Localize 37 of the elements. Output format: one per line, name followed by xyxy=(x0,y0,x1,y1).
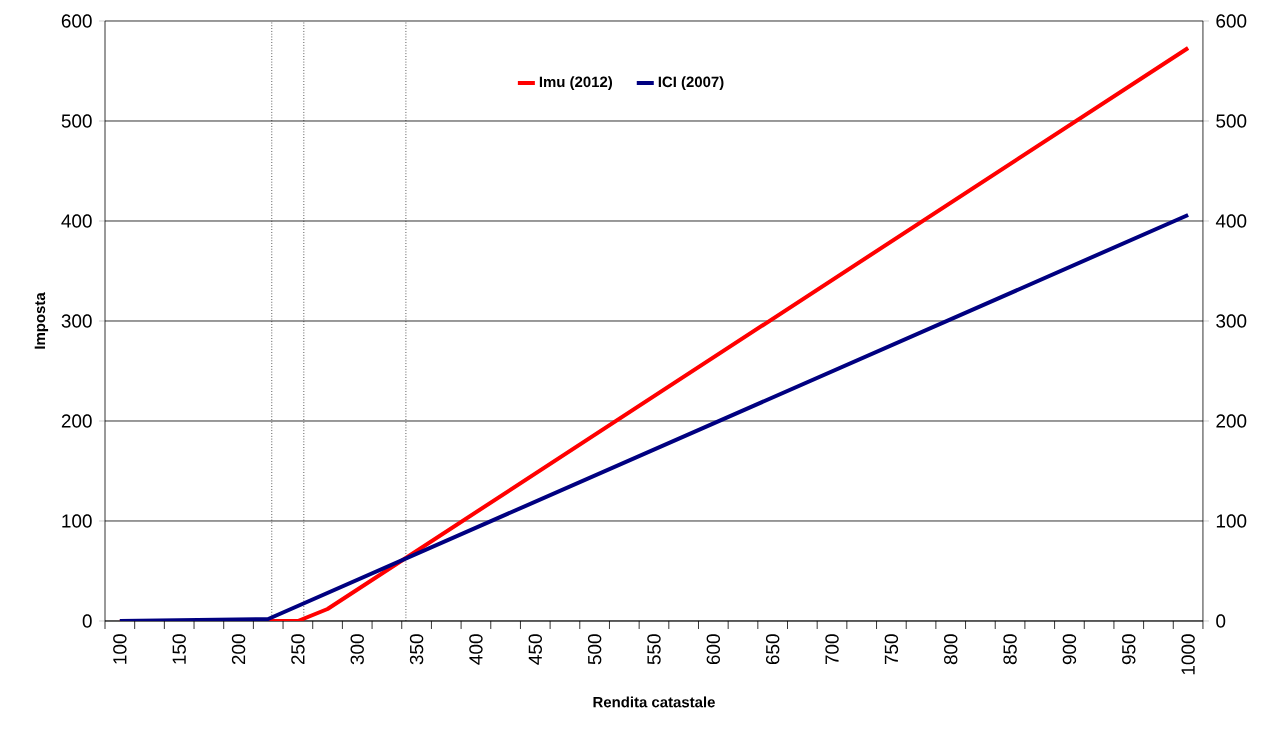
x-tick-label: 400 xyxy=(469,634,483,665)
x-tick-label: 350 xyxy=(409,634,424,665)
y-tick-label: 600 xyxy=(61,14,92,28)
legend-label: Imu (2012) xyxy=(539,76,613,91)
y2-tick-label: 100 xyxy=(1216,514,1247,528)
x-tick-label: 250 xyxy=(291,634,305,665)
x-tick-label: 700 xyxy=(825,634,839,665)
x-tick-label: 150 xyxy=(172,634,186,664)
y-tick-label: 100 xyxy=(62,514,92,528)
x-tick-label: 100 xyxy=(113,634,127,664)
y2-tick-label: 500 xyxy=(1216,114,1247,128)
legend-label: ICI (2007) xyxy=(658,76,724,91)
x-tick-label: 450 xyxy=(528,634,542,665)
x-tick-label: 650 xyxy=(765,634,780,665)
y2-tick-label: 300 xyxy=(1216,314,1247,328)
x-tick-label: 1000 xyxy=(1181,634,1195,675)
y-tick-label: 200 xyxy=(61,414,92,428)
y-tick-label: 300 xyxy=(61,314,92,328)
y-tick-label: 500 xyxy=(61,114,92,128)
x-tick-label: 800 xyxy=(944,634,958,665)
y2-tick-label: 400 xyxy=(1215,214,1247,228)
x-axis-title: Rendita catastale xyxy=(593,696,715,708)
y2-tick-label: 200 xyxy=(1216,414,1247,428)
y2-tick-label: 600 xyxy=(1216,14,1247,28)
x-tick-label: 600 xyxy=(706,634,721,665)
x-tick-label: 850 xyxy=(1003,634,1017,665)
x-tick-label: 550 xyxy=(647,634,661,665)
y-tick-label: 0 xyxy=(82,614,92,628)
x-tick-label: 300 xyxy=(350,634,364,665)
x-tick-label: 950 xyxy=(1122,634,1136,665)
y2-tick-label: 0 xyxy=(1216,614,1226,628)
x-tick-label: 500 xyxy=(587,634,602,665)
y-tick-label: 400 xyxy=(61,214,92,228)
y-axis-title: Imposta xyxy=(34,292,49,349)
x-tick-label: 200 xyxy=(231,634,246,665)
x-tick-label: 900 xyxy=(1062,634,1077,665)
x-tick-label: 750 xyxy=(884,634,899,665)
